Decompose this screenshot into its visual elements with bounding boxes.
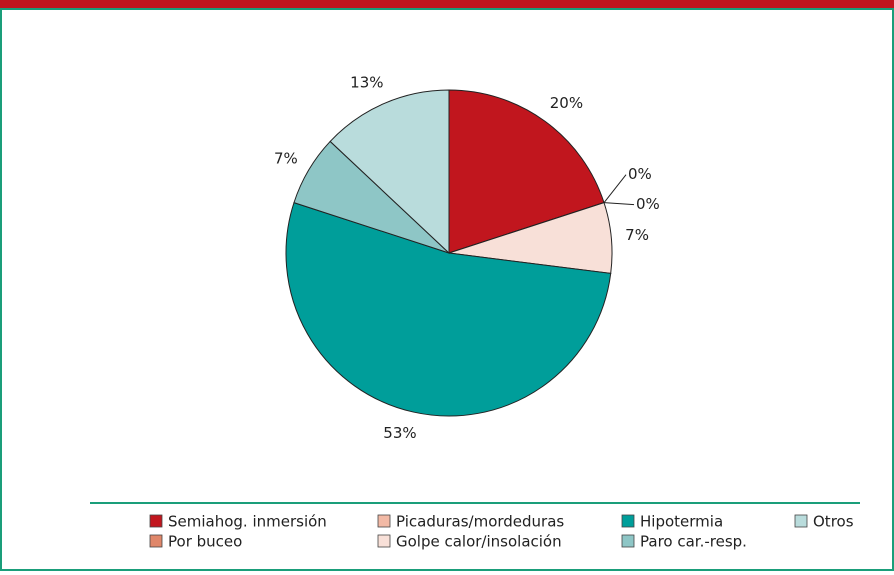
slice-label: 13%: [350, 74, 383, 92]
legend-label: Golpe calor/insolación: [396, 533, 562, 551]
header-bar: [0, 0, 894, 9]
frame: [0, 8, 894, 571]
legend-swatch: [377, 534, 391, 548]
leader-line: [603, 174, 627, 203]
legend-swatch: [621, 514, 635, 528]
legend-swatch: [621, 534, 635, 548]
legend-swatch: [377, 514, 391, 528]
legend-swatch: [149, 514, 163, 528]
legend-swatch: [794, 514, 808, 528]
slice-label: 0%: [636, 195, 660, 213]
slice-label: 7%: [274, 149, 298, 167]
pie-slice: [448, 89, 605, 254]
legend-swatch: [149, 534, 163, 548]
leader-line: [603, 202, 635, 206]
legend-label: Otros: [813, 513, 854, 531]
legend-label: Paro car.-resp.: [640, 533, 747, 551]
legend-label: Por buceo: [168, 533, 242, 551]
pie-slice: [285, 201, 612, 417]
slice-label: 0%: [628, 165, 652, 183]
legend-label: Hipotermia: [640, 513, 723, 531]
pie-slice: [329, 89, 450, 255]
legend-label: Picaduras/mordeduras: [396, 513, 564, 531]
slice-label: 20%: [550, 94, 583, 112]
slice-label: 53%: [383, 424, 416, 442]
legend-label: Semiahog. inmersión: [168, 513, 327, 531]
slice-label: 7%: [625, 226, 649, 244]
